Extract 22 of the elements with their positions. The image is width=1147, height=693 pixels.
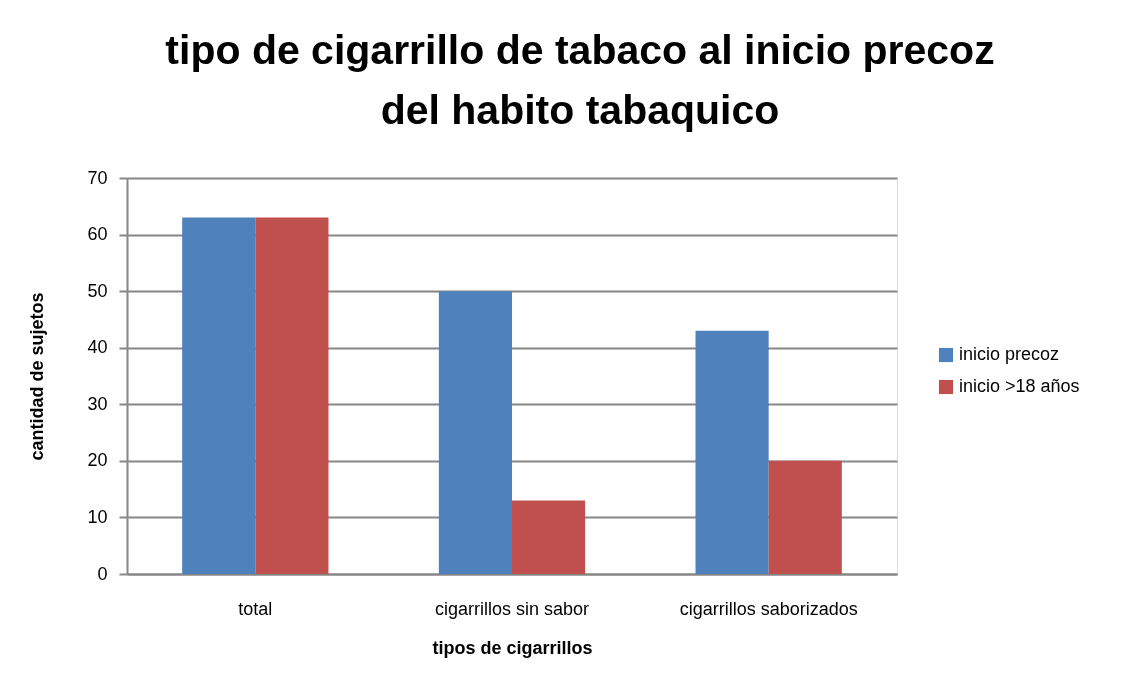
y-tick-label: 50	[87, 280, 108, 301]
legend-label: inicio >18 años	[959, 376, 1080, 396]
y-tick-label: 20	[87, 450, 108, 471]
y-tick-label: 40	[87, 337, 108, 358]
bar	[255, 217, 329, 574]
bar	[182, 217, 256, 574]
y-axis-title: cantidad de sujetos	[27, 292, 48, 461]
x-tick-label: cigarrillos saborizados	[679, 598, 858, 619]
x-tick-label: total	[238, 598, 273, 619]
chart-title: tipo de cigarrillo de tabaco al inicio precoz del habito tabaquico	[165, 27, 995, 133]
legend-label: inicio precoz	[959, 344, 1060, 364]
bar	[768, 460, 842, 574]
bar	[438, 291, 512, 574]
bar	[695, 330, 769, 574]
y-tick-label: 60	[87, 224, 108, 245]
y-tick-label: 0	[97, 563, 108, 584]
y-tick-label: 10	[87, 506, 108, 527]
x-axis-title: tipos de cigarrillos	[432, 637, 593, 658]
y-tick-label: 70	[87, 167, 108, 188]
x-tick-label: cigarrillos sin sabor	[434, 598, 590, 619]
y-tick-label: 30	[87, 393, 108, 414]
bar	[512, 500, 586, 574]
